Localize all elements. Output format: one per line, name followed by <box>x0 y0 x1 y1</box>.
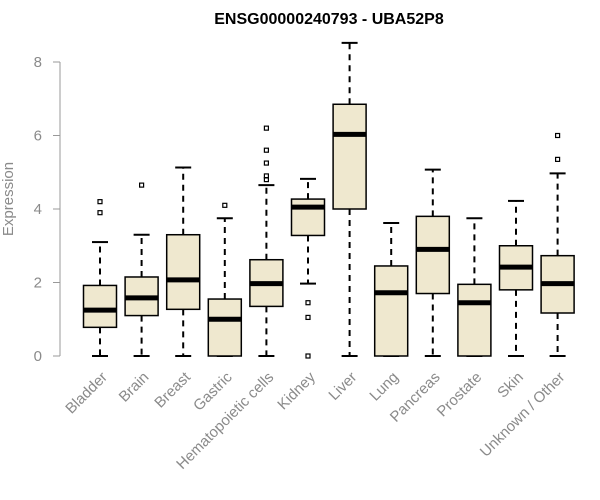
box-iqr <box>332 103 367 210</box>
outlier-point <box>554 132 561 139</box>
x-tick-label: Skin <box>494 369 527 402</box>
x-tick-label: Kidney <box>274 368 319 413</box>
y-axis-label: Expression <box>0 162 17 236</box>
box-iqr <box>457 283 492 357</box>
box-skin <box>498 199 534 357</box>
box-iqr <box>415 215 451 295</box>
y-tick-label: 8 <box>34 54 42 71</box>
chart-title: ENSG00000240793 - UBA52P8 <box>214 11 444 28</box>
x-tick-label: Brain <box>116 369 153 406</box>
box-breast <box>165 166 201 357</box>
box-pancreas <box>415 168 451 357</box>
x-tick-label: Prostate <box>434 369 486 421</box>
x-tick-label: Breast <box>151 368 194 411</box>
box-iqr <box>165 233 201 311</box>
x-tick-label: Liver <box>325 369 360 404</box>
outlier-point <box>222 202 228 208</box>
y-tick-label: 6 <box>34 128 42 145</box>
y-tick-label: 0 <box>34 348 42 365</box>
outlier-point <box>97 199 103 205</box>
box-liver <box>332 41 367 357</box>
box-iqr <box>290 198 326 237</box>
outlier-point <box>263 125 269 131</box>
box-gastric <box>207 202 243 357</box>
outlier-point <box>97 210 103 216</box>
outlier-point <box>305 300 311 306</box>
y-tick-label: 4 <box>34 201 42 218</box>
box-brain <box>124 182 159 357</box>
box-unknown-other <box>540 132 575 357</box>
outlier-point <box>139 182 145 188</box>
box-bladder <box>82 199 118 357</box>
box-iqr <box>207 298 243 357</box>
outlier-point <box>263 173 269 179</box>
box-series <box>82 41 575 359</box>
outlier-point <box>263 147 269 153</box>
x-tick-label: Bladder <box>62 369 111 418</box>
box-lung <box>373 221 409 357</box>
x-tick-label: Lung <box>366 369 402 405</box>
box-prostate <box>457 217 492 357</box>
box-iqr <box>373 265 409 357</box>
outlier-point <box>263 160 269 166</box>
outlier-point <box>305 314 311 321</box>
outlier-point <box>554 156 561 162</box>
box-iqr <box>82 284 118 329</box>
box-kidney <box>290 177 326 359</box>
box-hematopoietic-cells <box>249 125 284 357</box>
y-tick-label: 2 <box>34 275 42 292</box>
y-axis: 0 2 4 6 8 <box>34 54 61 365</box>
outlier-point <box>305 353 311 359</box>
